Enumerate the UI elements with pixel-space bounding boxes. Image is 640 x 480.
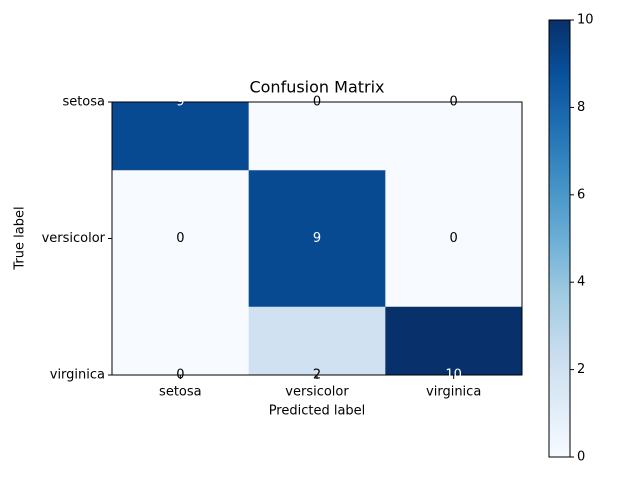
x-tick-label: setosa: [159, 385, 202, 400]
cell: [385, 102, 522, 171]
cell: [385, 306, 522, 375]
colorbar-tick-label: 10: [577, 13, 594, 28]
y-tick-label: setosa: [62, 95, 105, 110]
cell: [248, 102, 386, 171]
x-tick-label: versicolor: [285, 385, 349, 400]
cell: [112, 170, 250, 308]
x-axis-label: Predicted label: [269, 404, 366, 419]
chart-title: Confusion Matrix: [249, 78, 384, 97]
cell-label: 0: [176, 231, 184, 246]
colorbar: [548, 19, 571, 458]
cell: [385, 170, 522, 308]
cell: [248, 170, 386, 308]
colorbar-tick-label: 0: [577, 450, 585, 465]
cell-label: 0: [450, 231, 458, 246]
x-tick-label: virginica: [426, 385, 481, 400]
cells: [112, 102, 522, 375]
cell-label: 0: [450, 95, 458, 110]
cell-label: 0: [313, 95, 321, 110]
cell: [112, 306, 250, 375]
y-axis-label: True label: [13, 206, 28, 270]
y-tick-label: virginica: [50, 368, 105, 383]
cell-label: 9: [176, 95, 184, 110]
y-tick-label: versicolor: [42, 231, 106, 246]
cell: [112, 102, 250, 171]
cell-label: 9: [313, 231, 321, 246]
cell: [248, 306, 386, 375]
colorbar-tick-label: 4: [577, 275, 585, 290]
colorbar-tick-label: 8: [577, 100, 585, 115]
colorbar-tick-label: 6: [577, 187, 585, 202]
colorbar-tick-label: 2: [577, 362, 585, 377]
